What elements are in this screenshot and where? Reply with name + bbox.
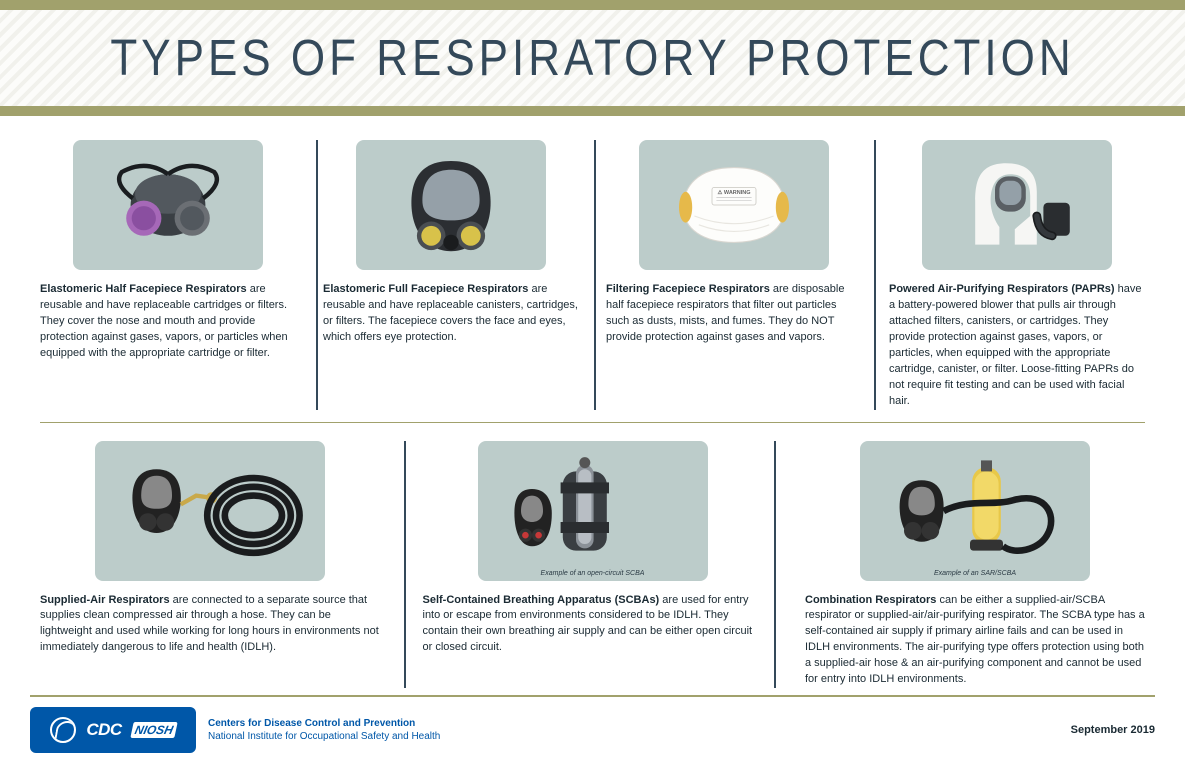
elastomeric-full-illustration xyxy=(356,140,546,270)
illustration-caption: Example of an open-circuit SCBA xyxy=(478,570,708,577)
page-title: TYPES OF RESPIRATORY PROTECTION xyxy=(0,30,1185,88)
papr-illustration xyxy=(922,140,1112,270)
card-elastomeric-full: Elastomeric Full Facepiece Respirators a… xyxy=(323,140,579,410)
footer-org: Centers for Disease Control and Preventi… xyxy=(208,717,440,743)
elastomeric-half-illustration xyxy=(73,140,263,270)
card-filtering-facepiece: Filtering Facepiece Respirators are disp… xyxy=(606,140,862,410)
divider xyxy=(594,140,596,410)
niosh-text: NIOSH xyxy=(130,722,177,738)
card-title: Powered Air-Purifying Respirators (PAPRs… xyxy=(889,283,1115,295)
card-description: Filtering Facepiece Respirators are disp… xyxy=(606,282,862,346)
footer-org1: Centers for Disease Control and Preventi… xyxy=(208,717,440,730)
header-underline xyxy=(0,106,1185,116)
supplied-air-illustration xyxy=(95,441,325,581)
card-combination: Example of an SAR/SCBA Combination Respir… xyxy=(805,441,1145,689)
footer: CDC NIOSH Centers for Disease Control an… xyxy=(30,695,1155,767)
card-title: Filtering Facepiece Respirators xyxy=(606,283,770,295)
divider xyxy=(316,140,318,410)
card-description: Elastomeric Full Facepiece Respirators a… xyxy=(323,282,579,346)
card-title: Combination Respirators xyxy=(805,594,936,606)
card-title: Self-Contained Breathing Apparatus (SCBA… xyxy=(423,594,660,606)
footer-org2: National Institute for Occupational Safe… xyxy=(208,730,440,743)
card-title: Elastomeric Full Facepiece Respirators xyxy=(323,283,528,295)
divider xyxy=(404,441,406,689)
footer-date: September 2019 xyxy=(1071,724,1155,736)
illustration-caption: Example of an SAR/SCBA xyxy=(860,570,1090,577)
card-supplied-air: Supplied-Air Respirators are connected t… xyxy=(40,441,380,689)
divider xyxy=(874,140,876,410)
cdc-badge: CDC NIOSH xyxy=(30,707,196,753)
card-papr: Powered Air-Purifying Respirators (PAPRs… xyxy=(889,140,1145,410)
filtering-facepiece-illustration xyxy=(639,140,829,270)
card-description: Self-Contained Breathing Apparatus (SCBA… xyxy=(423,593,763,657)
card-description: Combination Respirators can be either a … xyxy=(805,593,1145,689)
row-2: Supplied-Air Respirators are connected t… xyxy=(40,441,1145,701)
hhs-seal-icon xyxy=(50,717,76,743)
card-title: Supplied-Air Respirators xyxy=(40,594,170,606)
row-1: Elastomeric Half Facepiece Respirators a… xyxy=(40,140,1145,423)
scba-illustration: Example of an open-circuit SCBA xyxy=(478,441,708,581)
card-title: Elastomeric Half Facepiece Respirators xyxy=(40,283,247,295)
header: TYPES OF RESPIRATORY PROTECTION xyxy=(0,10,1185,106)
divider xyxy=(774,441,776,689)
cdc-text: CDC xyxy=(86,720,121,740)
card-description: Elastomeric Half Facepiece Respirators a… xyxy=(40,282,296,362)
card-scba: Example of an open-circuit SCBA Self-Cont… xyxy=(423,441,763,689)
top-stripe xyxy=(0,0,1185,10)
combination-illustration: Example of an SAR/SCBA xyxy=(860,441,1090,581)
content: Elastomeric Half Facepiece Respirators a… xyxy=(0,116,1185,700)
card-elastomeric-half: Elastomeric Half Facepiece Respirators a… xyxy=(40,140,296,410)
card-description: Powered Air-Purifying Respirators (PAPRs… xyxy=(889,282,1145,410)
card-description: Supplied-Air Respirators are connected t… xyxy=(40,593,380,657)
